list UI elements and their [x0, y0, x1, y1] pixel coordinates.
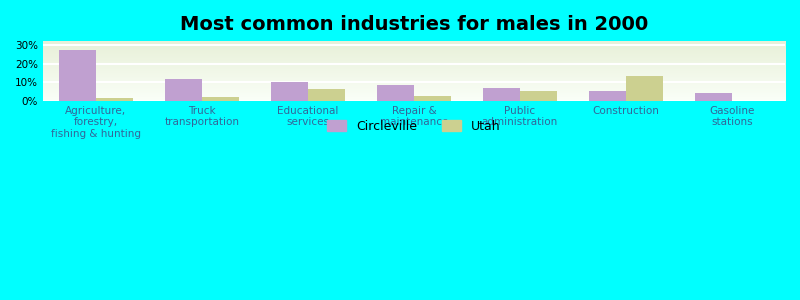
Bar: [695, 92, 732, 101]
Bar: [96, 98, 133, 101]
Bar: [483, 88, 520, 101]
Bar: [202, 97, 239, 101]
Bar: [589, 91, 626, 101]
Bar: [626, 76, 663, 101]
Bar: [165, 80, 202, 101]
Title: Most common industries for males in 2000: Most common industries for males in 2000: [180, 15, 648, 34]
Bar: [271, 82, 308, 101]
Bar: [377, 85, 414, 101]
Bar: [308, 89, 345, 101]
Legend: Circleville, Utah: Circleville, Utah: [322, 115, 506, 138]
Bar: [58, 50, 96, 101]
Bar: [732, 100, 769, 101]
Bar: [414, 96, 451, 101]
Bar: [520, 91, 557, 101]
